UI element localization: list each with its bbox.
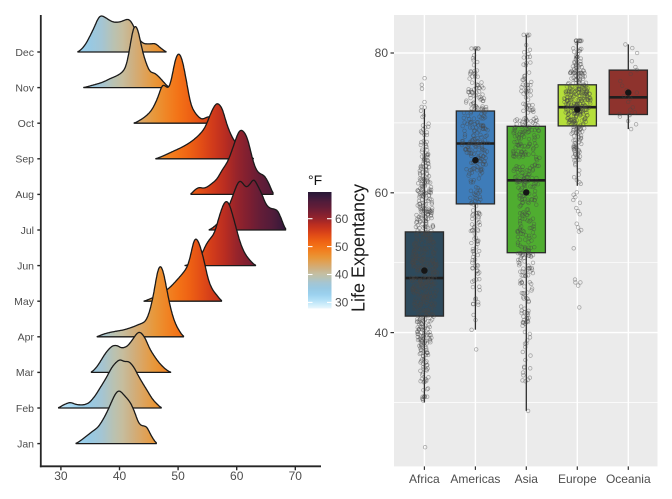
svg-text:Oct: Oct [18, 118, 34, 130]
svg-text:Asia: Asia [515, 472, 539, 486]
svg-text:Jul: Jul [21, 225, 34, 237]
svg-text:Europe: Europe [558, 472, 597, 486]
svg-text:Sep: Sep [15, 154, 34, 166]
svg-text:May: May [14, 296, 35, 308]
svg-text:Life Expentancy: Life Expentancy [349, 184, 369, 312]
svg-text:60: 60 [335, 212, 349, 226]
svg-text:40: 40 [113, 469, 127, 483]
svg-text:60: 60 [375, 186, 389, 200]
svg-text:50: 50 [335, 240, 349, 254]
svg-text:40: 40 [375, 326, 389, 340]
svg-text:Feb: Feb [16, 403, 34, 415]
svg-text:°F: °F [308, 172, 322, 188]
svg-text:Jan: Jan [17, 438, 34, 450]
svg-text:Africa: Africa [409, 472, 440, 486]
svg-text:Aug: Aug [15, 189, 34, 201]
svg-text:Mar: Mar [16, 367, 35, 379]
svg-text:Americas: Americas [450, 472, 500, 486]
svg-text:30: 30 [335, 296, 349, 310]
svg-text:Apr: Apr [18, 332, 35, 344]
svg-text:80: 80 [375, 46, 389, 60]
svg-text:Dec: Dec [15, 47, 34, 59]
svg-text:50: 50 [171, 469, 185, 483]
svg-text:Nov: Nov [15, 82, 34, 94]
svg-text:Jun: Jun [17, 260, 34, 272]
svg-text:60: 60 [230, 469, 244, 483]
svg-text:70: 70 [289, 469, 303, 483]
svg-text:Oceania: Oceania [606, 472, 651, 486]
svg-text:30: 30 [54, 469, 68, 483]
svg-text:40: 40 [335, 268, 349, 282]
